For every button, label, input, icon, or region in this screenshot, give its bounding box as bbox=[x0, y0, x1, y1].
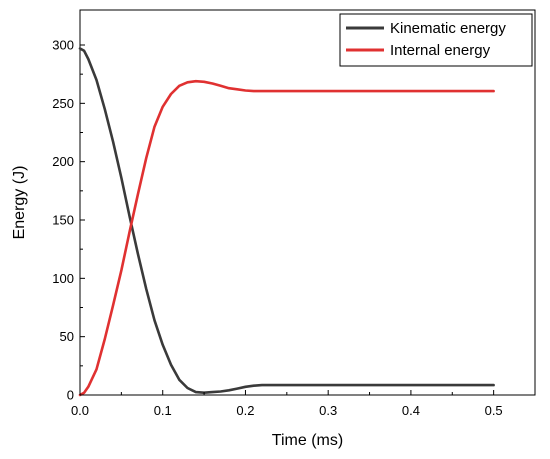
y-tick-label: 100 bbox=[52, 271, 74, 286]
y-tick-label: 200 bbox=[52, 154, 74, 169]
x-tick-label: 0.4 bbox=[402, 403, 420, 418]
y-axis-label: Energy (J) bbox=[11, 166, 28, 240]
x-tick-label: 0.3 bbox=[319, 403, 337, 418]
x-tick-label: 0.2 bbox=[236, 403, 254, 418]
y-tick-label: 300 bbox=[52, 38, 74, 53]
plot-frame bbox=[79, 9, 536, 396]
x-axis-label: Time (ms) bbox=[272, 432, 343, 449]
series-line-kinematic bbox=[78, 47, 495, 395]
x-tick-label: 0.0 bbox=[71, 403, 89, 418]
y-tick-label: 50 bbox=[60, 329, 74, 344]
series-layer bbox=[78, 47, 495, 397]
x-tick-label: 0.5 bbox=[485, 403, 503, 418]
legend-box bbox=[339, 13, 533, 67]
tick-layer: 0.0 0.1 0.2 0.3 0.4 0.5 0 50 100 150 200 250 300 bbox=[52, 38, 502, 419]
series-line-internal bbox=[78, 79, 495, 397]
y-tick-label: 150 bbox=[52, 213, 74, 228]
legend-label: Kinematic energy bbox=[390, 20, 506, 37]
x-tick-label: 0.1 bbox=[154, 403, 172, 418]
y-tick-label: 250 bbox=[52, 96, 74, 111]
legend-label: Internal energy bbox=[390, 42, 491, 59]
plot-border bbox=[79, 9, 536, 396]
legend: Kinematic energy Internal energy bbox=[339, 13, 533, 67]
y-tick-label: 0 bbox=[67, 388, 74, 403]
